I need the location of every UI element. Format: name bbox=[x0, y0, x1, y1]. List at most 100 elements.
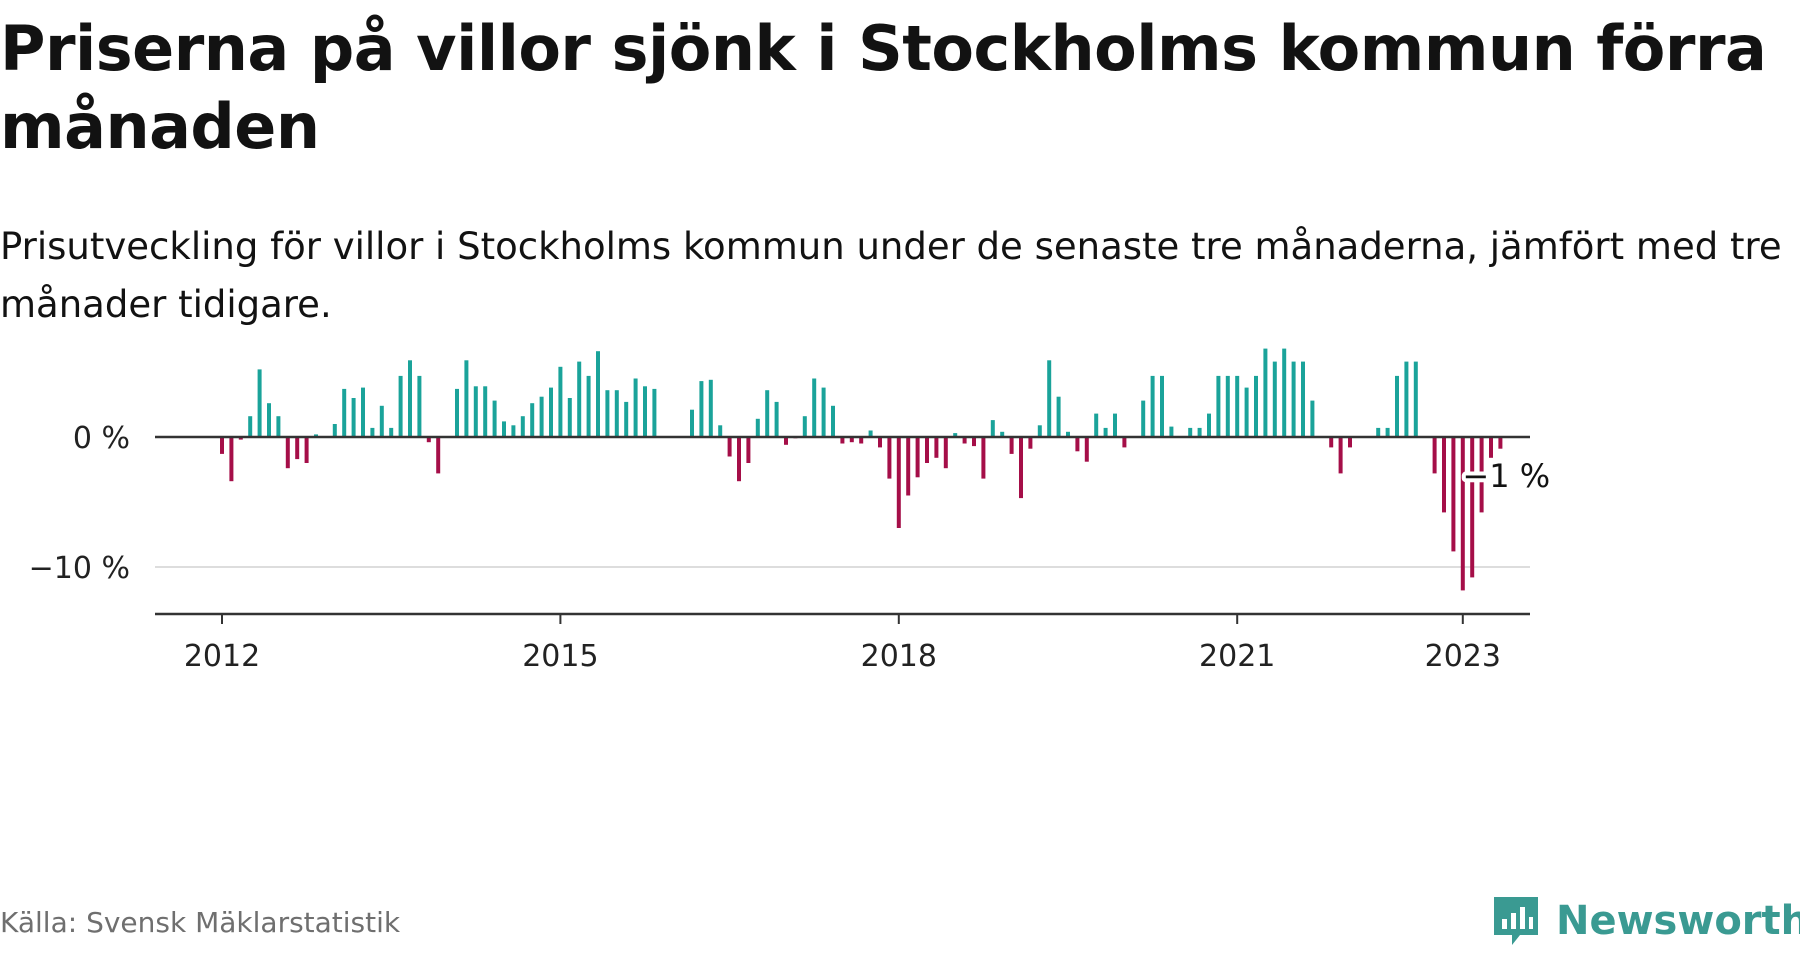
x-tick-label: 2021 bbox=[1199, 639, 1275, 674]
annotation-halo: −1 % bbox=[1462, 457, 1550, 495]
bar bbox=[276, 416, 281, 437]
bar bbox=[1272, 361, 1277, 437]
y-tick-label: 0 % bbox=[73, 421, 130, 456]
bar bbox=[379, 405, 384, 437]
bar bbox=[1075, 437, 1080, 452]
bar bbox=[370, 427, 375, 437]
bar bbox=[502, 421, 506, 437]
bar bbox=[925, 437, 929, 463]
bar bbox=[784, 437, 788, 445]
bar bbox=[1385, 427, 1390, 437]
bar bbox=[1009, 437, 1014, 454]
bar bbox=[398, 375, 403, 437]
bar bbox=[943, 437, 948, 469]
bar bbox=[1432, 437, 1437, 474]
bar bbox=[436, 437, 441, 474]
bar bbox=[1047, 360, 1052, 437]
x-tick-label: 2023 bbox=[1425, 639, 1501, 674]
bar bbox=[1254, 375, 1258, 437]
bar bbox=[1498, 437, 1503, 449]
bar bbox=[361, 387, 365, 437]
annotation-layer: −1 %−1 % bbox=[1458, 453, 1554, 499]
bar bbox=[1169, 426, 1174, 437]
bar bbox=[831, 405, 835, 437]
y-axis: 0 % −10 % bbox=[29, 421, 130, 586]
bar bbox=[868, 430, 873, 437]
bar bbox=[1000, 431, 1005, 437]
bar bbox=[718, 425, 723, 437]
bar bbox=[755, 418, 760, 437]
newsworthy-chart-bubble-icon bbox=[1494, 897, 1538, 945]
x-axis: 2012 2015 2018 2021 2023 bbox=[184, 614, 1501, 674]
bar bbox=[1376, 427, 1381, 437]
brand-logo[interactable]: Newsworthy bbox=[1490, 888, 1800, 954]
bar bbox=[859, 437, 864, 444]
bars-layer bbox=[220, 348, 1503, 591]
bar bbox=[1489, 437, 1493, 458]
bar bbox=[558, 366, 563, 437]
bar bbox=[812, 378, 817, 437]
bar bbox=[1301, 361, 1305, 437]
bar bbox=[1141, 400, 1146, 437]
bar bbox=[1310, 400, 1315, 437]
bar-chart: 2012 2015 2018 2021 2023 0 % −10 % −1 %−1 % bbox=[28, 348, 1554, 674]
bar bbox=[1150, 375, 1155, 437]
bar bbox=[473, 386, 478, 437]
bar bbox=[708, 379, 713, 437]
bar bbox=[492, 400, 497, 437]
bar bbox=[1244, 387, 1249, 437]
bar bbox=[229, 437, 234, 482]
bar bbox=[1348, 437, 1352, 448]
bar bbox=[483, 386, 488, 437]
bar bbox=[699, 381, 704, 437]
bar bbox=[549, 387, 553, 437]
bar bbox=[1066, 431, 1070, 437]
chart-title: Priserna på villor sjönk i Stockholms ko… bbox=[0, 12, 1767, 163]
bar bbox=[1404, 361, 1409, 437]
bar bbox=[1056, 396, 1061, 437]
bar bbox=[915, 437, 920, 478]
chart-subtitle: Prisutveckling för villor i Stockholms k… bbox=[0, 225, 1782, 326]
bar bbox=[332, 424, 337, 437]
bar bbox=[1329, 437, 1334, 448]
bar bbox=[990, 420, 995, 437]
bar bbox=[1470, 437, 1475, 578]
bar bbox=[1442, 437, 1446, 513]
bar bbox=[511, 425, 516, 437]
bar bbox=[295, 437, 300, 460]
bar bbox=[972, 437, 976, 447]
bar bbox=[314, 434, 318, 437]
bar bbox=[690, 409, 694, 437]
x-tick-label: 2018 bbox=[861, 639, 937, 674]
bar bbox=[1291, 361, 1296, 437]
bar bbox=[878, 437, 882, 448]
bar bbox=[220, 437, 224, 454]
bar bbox=[802, 416, 807, 437]
bar bbox=[1235, 375, 1240, 437]
bar bbox=[643, 386, 647, 437]
bar bbox=[906, 437, 911, 496]
bar bbox=[1451, 437, 1456, 552]
bar bbox=[981, 437, 986, 479]
bar bbox=[887, 437, 892, 479]
bar bbox=[1207, 413, 1211, 437]
bar bbox=[577, 361, 582, 437]
y-tick-label: −10 % bbox=[29, 551, 130, 586]
bar bbox=[727, 437, 732, 457]
bar bbox=[765, 390, 770, 437]
latest-value-label: −1 % bbox=[1462, 457, 1550, 495]
bar bbox=[953, 433, 958, 437]
bar bbox=[1094, 413, 1099, 437]
bar bbox=[596, 351, 600, 437]
bar bbox=[605, 390, 610, 437]
bar bbox=[1160, 375, 1164, 437]
bar bbox=[737, 437, 741, 482]
bar bbox=[530, 403, 535, 437]
bar bbox=[267, 403, 271, 437]
brand-name: Newsworthy bbox=[1556, 898, 1800, 944]
bar bbox=[774, 401, 779, 437]
bar bbox=[1479, 437, 1484, 513]
bar bbox=[1084, 437, 1089, 462]
bar bbox=[342, 388, 347, 437]
bar bbox=[1037, 425, 1042, 437]
